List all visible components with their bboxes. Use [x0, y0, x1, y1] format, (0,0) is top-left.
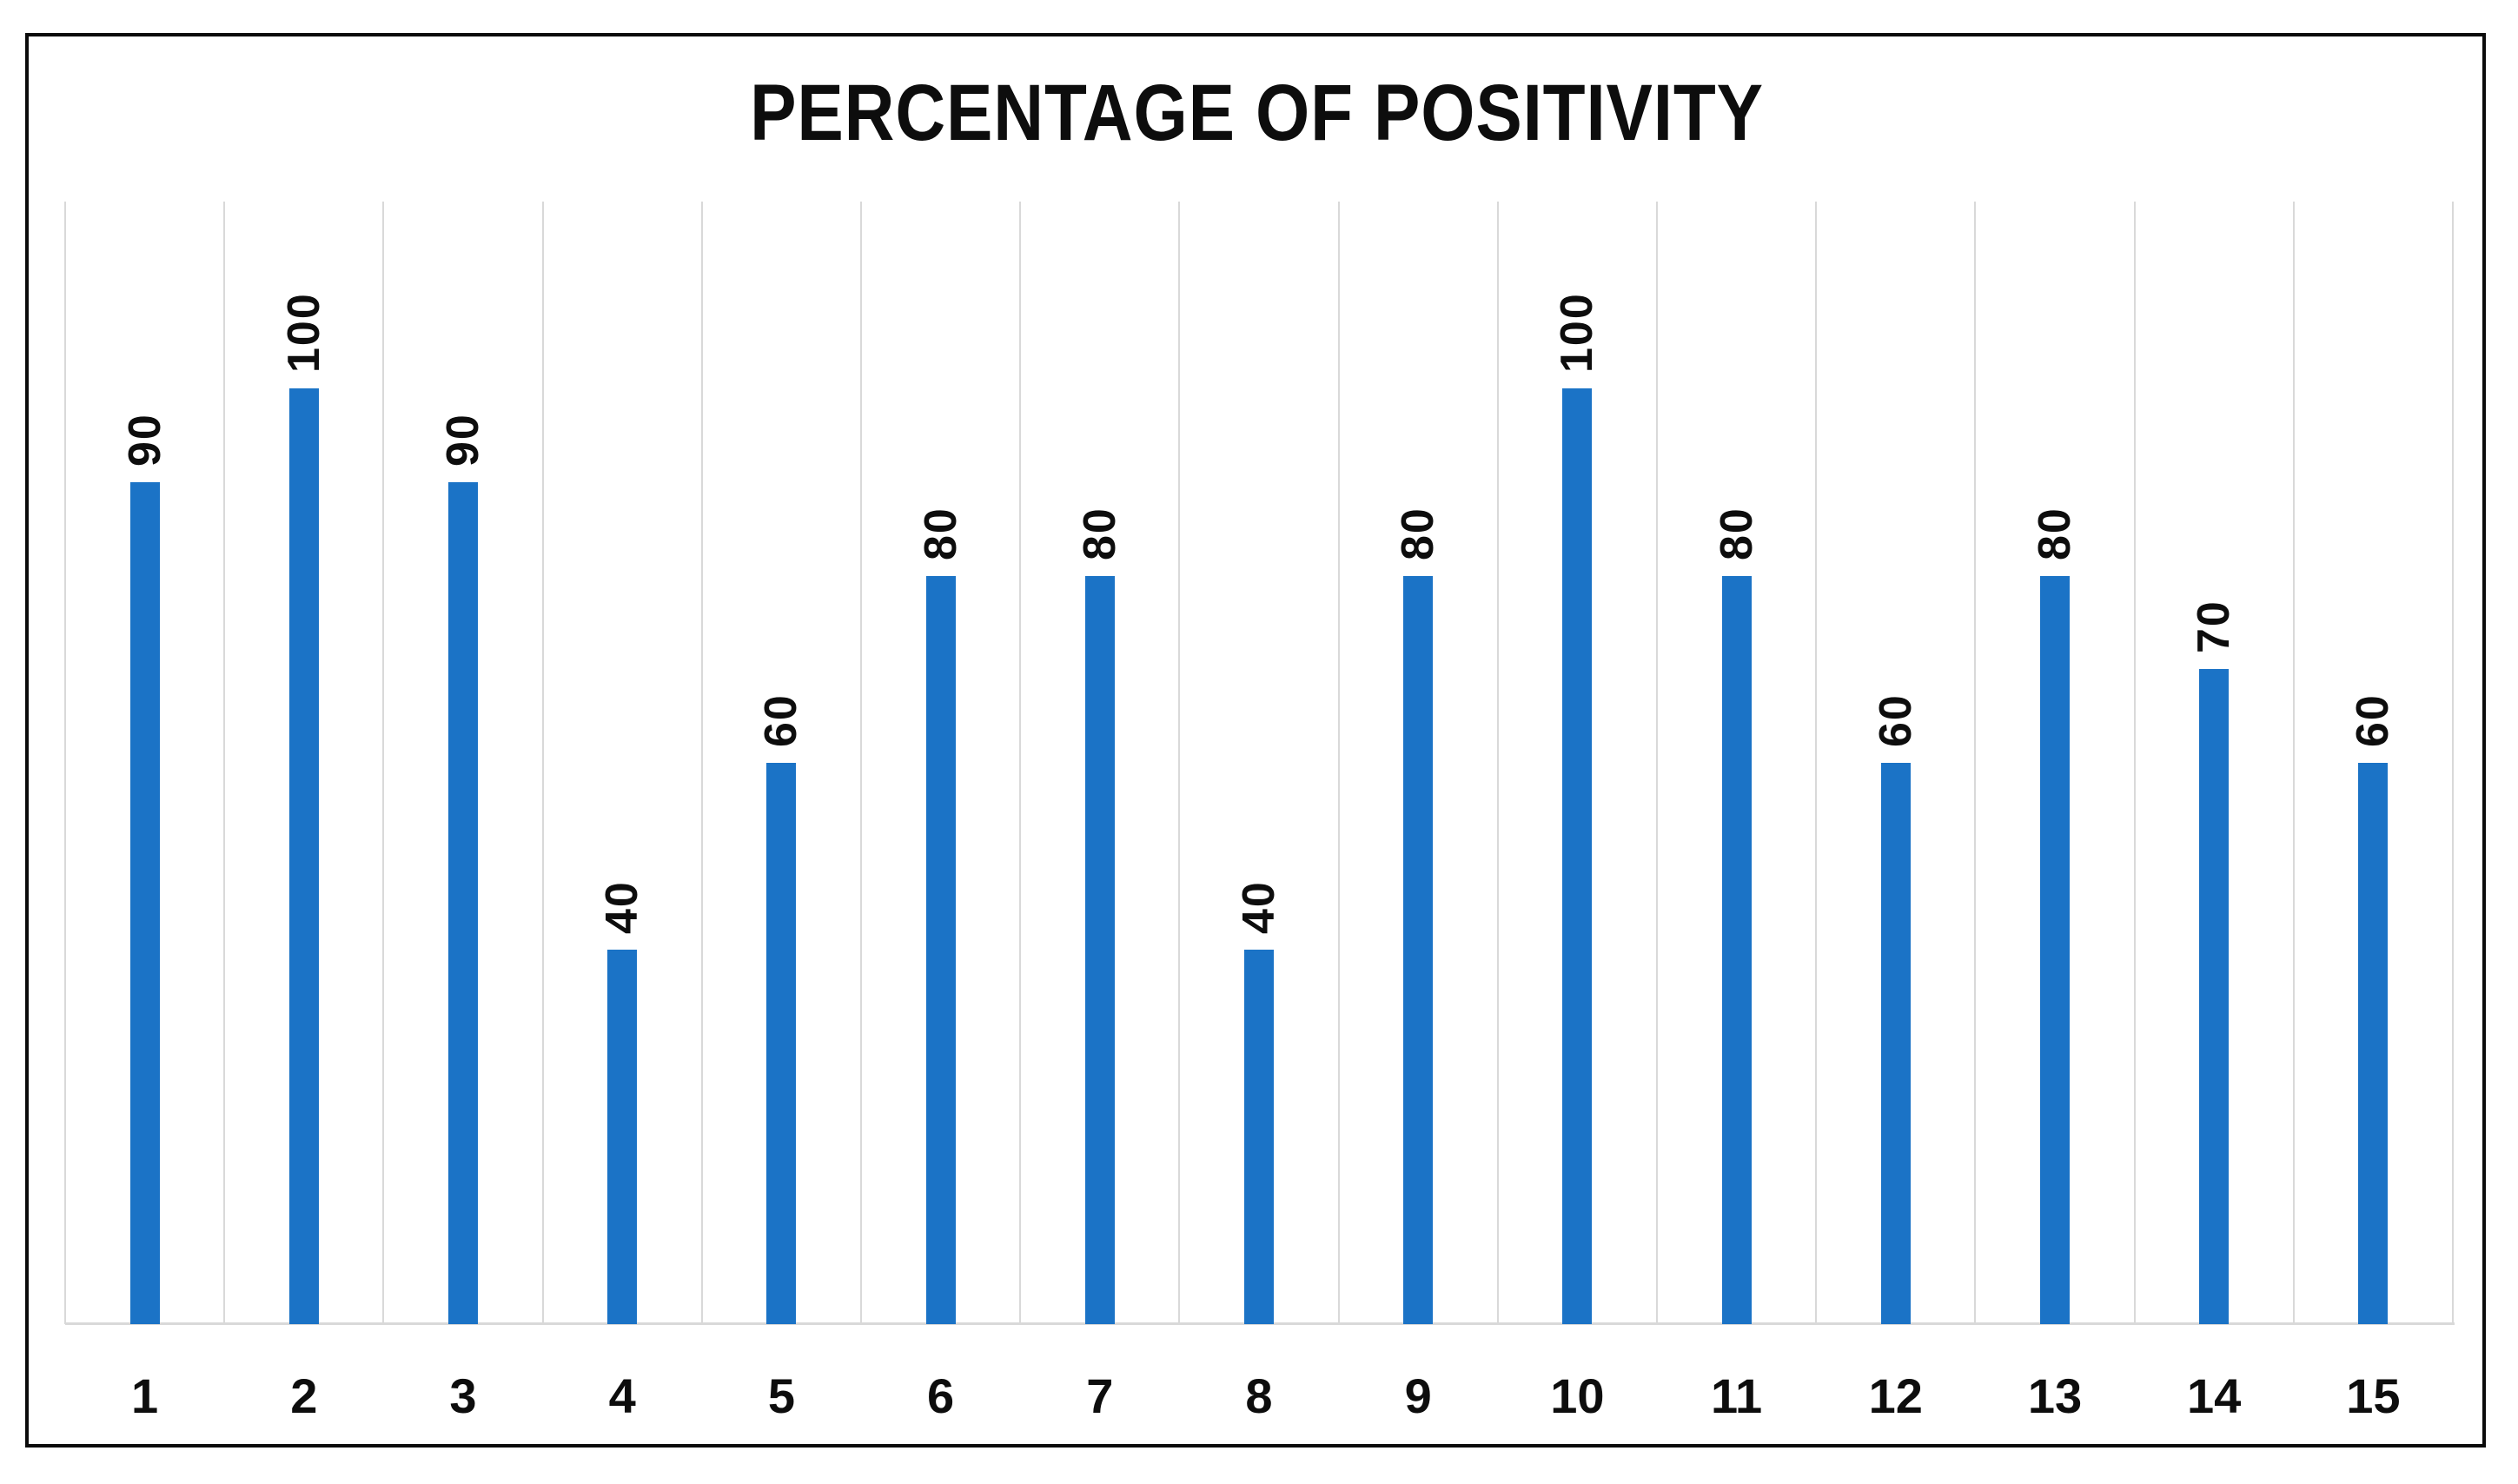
bar: [1880, 763, 1911, 1324]
chart-title-row: PERCENTAGE OF POSITIVITY: [25, 68, 2489, 158]
x-axis-label: 7: [1086, 1368, 1114, 1423]
x-axis-label: 4: [608, 1368, 636, 1423]
bar-value-label: 80: [915, 506, 966, 560]
bar-value-label: 60: [756, 693, 807, 747]
category-gridline: [1337, 202, 1340, 1324]
bar-value-label: 80: [2030, 506, 2080, 560]
bar: [925, 575, 956, 1324]
category-gridline: [1656, 202, 1658, 1324]
category-gridline: [64, 202, 66, 1324]
bar-value-label: 90: [438, 413, 488, 467]
x-axis-label: 11: [1710, 1368, 1763, 1423]
category-gridline: [1815, 202, 1818, 1324]
x-axis-label: 1: [131, 1368, 159, 1423]
bar: [448, 482, 478, 1324]
bar-value-label: 60: [2348, 693, 2399, 747]
x-axis-label: 2: [290, 1368, 318, 1423]
bar: [288, 388, 319, 1324]
x-axis-label: 3: [449, 1368, 477, 1423]
chart-title: PERCENTAGE OF POSITIVITY: [750, 68, 1765, 157]
bar-value-label: 70: [2189, 600, 2240, 654]
bar: [1562, 388, 1593, 1324]
bar-value-label: 80: [1711, 506, 1762, 560]
category-gridline: [1974, 202, 1977, 1324]
category-gridline: [382, 202, 385, 1324]
bar-value-label: 100: [1552, 292, 1603, 374]
bar-value-label: 80: [1074, 506, 1125, 560]
bar-value-label: 40: [597, 880, 648, 935]
category-gridline: [541, 202, 544, 1324]
bar: [1403, 575, 1434, 1324]
bar: [607, 950, 638, 1324]
x-axis-label: 8: [1245, 1368, 1273, 1423]
category-gridline: [1019, 202, 1022, 1324]
category-gridline: [860, 202, 862, 1324]
x-axis-label: 14: [2187, 1368, 2242, 1423]
x-axis-label: 13: [2027, 1368, 2083, 1423]
bar: [129, 482, 160, 1324]
category-gridline: [223, 202, 226, 1324]
bar: [766, 763, 797, 1324]
bar: [1244, 950, 1274, 1324]
category-gridline: [1496, 202, 1499, 1324]
category-gridline: [2452, 202, 2454, 1324]
bar: [2358, 763, 2389, 1324]
category-gridline: [2292, 202, 2295, 1324]
x-axis-label: 12: [1868, 1368, 1923, 1423]
bar-value-label: 60: [1870, 693, 1921, 747]
bar: [1721, 575, 1752, 1324]
bar-value-label: 100: [278, 292, 329, 374]
bar-value-label: 40: [1234, 880, 1284, 935]
category-gridline: [1178, 202, 1181, 1324]
bar: [2199, 669, 2230, 1324]
x-axis-label: 15: [2346, 1368, 2401, 1423]
category-gridline: [700, 202, 703, 1324]
x-axis-label: 5: [767, 1368, 795, 1423]
x-axis-label: 9: [1404, 1368, 1432, 1423]
category-gridline: [2133, 202, 2136, 1324]
bar-value-label: 90: [119, 413, 170, 467]
bar: [1084, 575, 1115, 1324]
bar: [2040, 575, 2070, 1324]
x-axis-label: 10: [1550, 1368, 1605, 1423]
x-axis-label: 6: [927, 1368, 955, 1423]
bar-value-label: 80: [1393, 506, 1444, 560]
